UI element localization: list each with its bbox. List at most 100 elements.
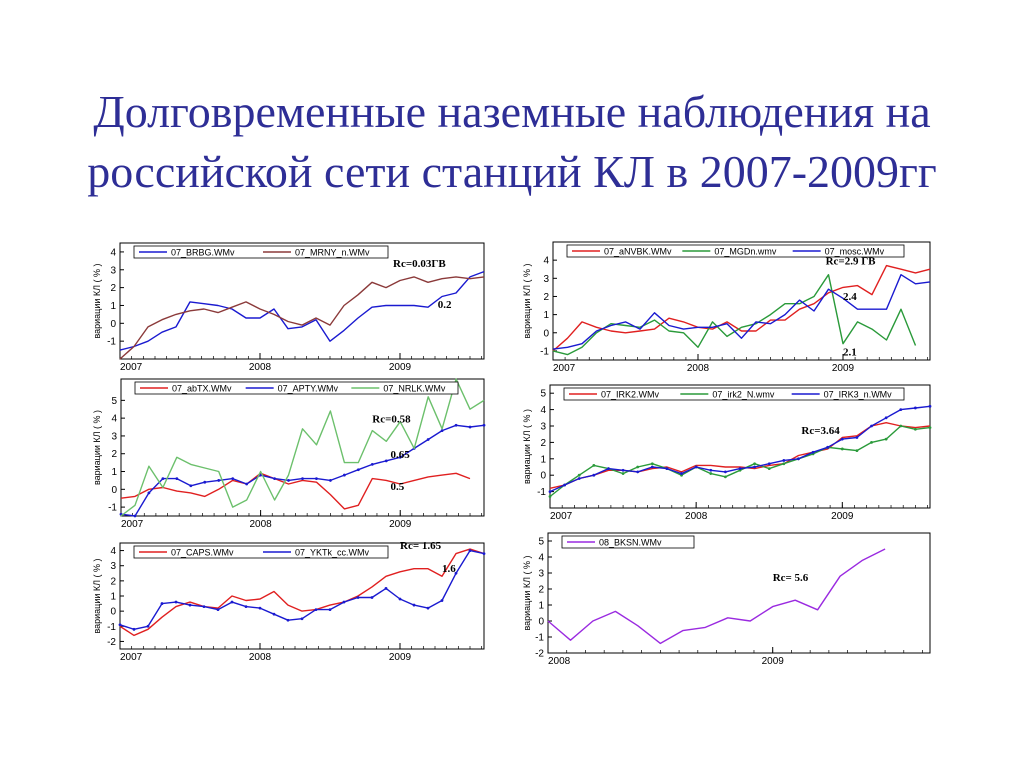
y-tick-label: -1	[107, 622, 116, 633]
data-point	[709, 468, 713, 472]
data-point	[175, 477, 179, 481]
y-tick-label: 1	[110, 592, 116, 603]
chart-bksn: -2 -1 0 1 2 3 4 5 2008 2009 вариации КЛ ( % ) 08_BK…	[522, 532, 931, 667]
data-point	[468, 549, 472, 552]
legend-label: 07_mosc.WMv	[825, 247, 885, 257]
data-point	[329, 479, 332, 482]
data-point	[454, 571, 458, 575]
y-tick-label: 3	[110, 265, 116, 276]
y-tick-label: -2	[535, 649, 544, 660]
y-tick-label: 3	[538, 569, 544, 580]
data-point	[607, 467, 610, 471]
chart-annotation: Rc= 5.6	[773, 572, 809, 584]
y-tick-label: 2	[538, 585, 544, 596]
x-tick-label: 2008	[687, 363, 710, 374]
data-point	[118, 623, 122, 627]
y-tick-label: 0	[540, 471, 546, 482]
legend-label: 07_NRLK.WMv	[383, 384, 446, 394]
chart-panel-tx-apty-nrlk: -1 0 1 2 3 4 5 2007 2008 2009 вариации КЛ ( % ) 07_…	[90, 374, 486, 532]
chart-annotation: 0.2	[438, 299, 452, 311]
y-tick-label: 1	[540, 454, 546, 465]
data-point	[870, 424, 873, 428]
chart-annotation: 0.65	[390, 449, 410, 461]
data-point	[454, 423, 458, 427]
data-point	[356, 468, 360, 472]
data-point	[899, 424, 903, 428]
data-point	[273, 477, 276, 481]
y-tick-label: 1	[110, 301, 116, 312]
legend-label: 07_IRK2.WMv	[601, 390, 660, 400]
slide-title-line-1: Долговременные наземные наблюдения на	[93, 86, 931, 137]
data-point	[370, 463, 374, 466]
plot-area	[119, 542, 485, 650]
data-point	[928, 426, 932, 430]
data-point	[782, 459, 786, 462]
legend-label: 07_APTY.WMv	[278, 384, 339, 394]
y-axis-label: вариации КЛ ( % )	[92, 558, 102, 633]
data-point	[928, 404, 932, 408]
x-tick-label: 2008	[249, 362, 272, 372]
data-point	[797, 457, 800, 461]
legend-label: 07_abTX.WMv	[172, 384, 232, 394]
y-tick-label: 2	[110, 576, 116, 587]
data-point	[426, 606, 430, 610]
data-point	[738, 467, 742, 471]
data-point	[870, 441, 873, 444]
y-tick-label: 4	[111, 414, 117, 425]
plot-area	[119, 242, 485, 360]
chart-annotation: Rc=3.64	[801, 425, 840, 437]
data-point	[133, 514, 137, 518]
legend-label: 07_YKTk_cc.WMv	[295, 548, 370, 558]
y-tick-label: 4	[543, 256, 549, 267]
data-point	[840, 437, 844, 441]
data-point	[398, 597, 402, 601]
data-point	[314, 608, 318, 612]
series-line-08_BKSN.WMv	[547, 548, 886, 645]
data-point	[342, 473, 346, 477]
data-point	[767, 467, 771, 471]
y-tick-label: 4	[540, 405, 546, 416]
data-point	[132, 627, 136, 631]
y-tick-label: -1	[540, 346, 549, 357]
data-point	[884, 416, 888, 420]
data-point	[636, 465, 640, 469]
y-tick-label: -1	[108, 503, 117, 514]
plot-area	[120, 378, 485, 517]
x-tick-label: 2007	[120, 362, 143, 372]
data-point	[217, 479, 221, 482]
y-tick-label: 1	[543, 310, 549, 321]
x-tick-label: 2007	[121, 519, 144, 530]
chart-panel-bksn: -2 -1 0 1 2 3 4 5 2008 2009 вариации КЛ ( % ) 08_BK…	[520, 528, 932, 668]
data-point	[202, 605, 206, 608]
x-tick-label: 2008	[548, 656, 571, 667]
legend-label: 07_IRK3_n.WMv	[824, 390, 893, 400]
plot-area	[552, 241, 931, 361]
data-point	[356, 596, 360, 599]
data-point	[753, 462, 757, 466]
series-line-07_abTX.WMv	[120, 472, 471, 510]
y-tick-label: -2	[107, 637, 116, 648]
data-point	[709, 472, 713, 475]
x-tick-label: 2009	[832, 363, 855, 374]
x-tick-label: 2009	[389, 652, 412, 662]
y-tick-label: 4	[538, 553, 544, 564]
data-point	[426, 438, 430, 441]
data-point	[884, 437, 888, 441]
y-tick-label: 3	[543, 274, 549, 285]
data-point	[188, 603, 192, 607]
y-tick-label: 4	[110, 546, 116, 557]
data-point	[548, 495, 552, 498]
data-point	[548, 490, 552, 493]
data-point	[665, 467, 669, 471]
data-point	[315, 477, 318, 481]
data-point	[412, 603, 416, 607]
series-line-07_MRNY_n.WMv	[119, 276, 485, 360]
chart-caps-yktk: -2 -1 0 1 2 3 4 2007 2008 2009 вариации КЛ ( % ) 07…	[92, 540, 486, 662]
y-tick-label: 0	[538, 617, 544, 628]
data-point	[782, 462, 786, 466]
chart-annotation: 2.1	[843, 346, 857, 358]
y-axis-label: вариации КЛ ( % )	[92, 410, 102, 485]
data-point	[300, 617, 304, 621]
chart-annotation: 1.6	[442, 563, 456, 575]
data-point	[899, 408, 903, 411]
